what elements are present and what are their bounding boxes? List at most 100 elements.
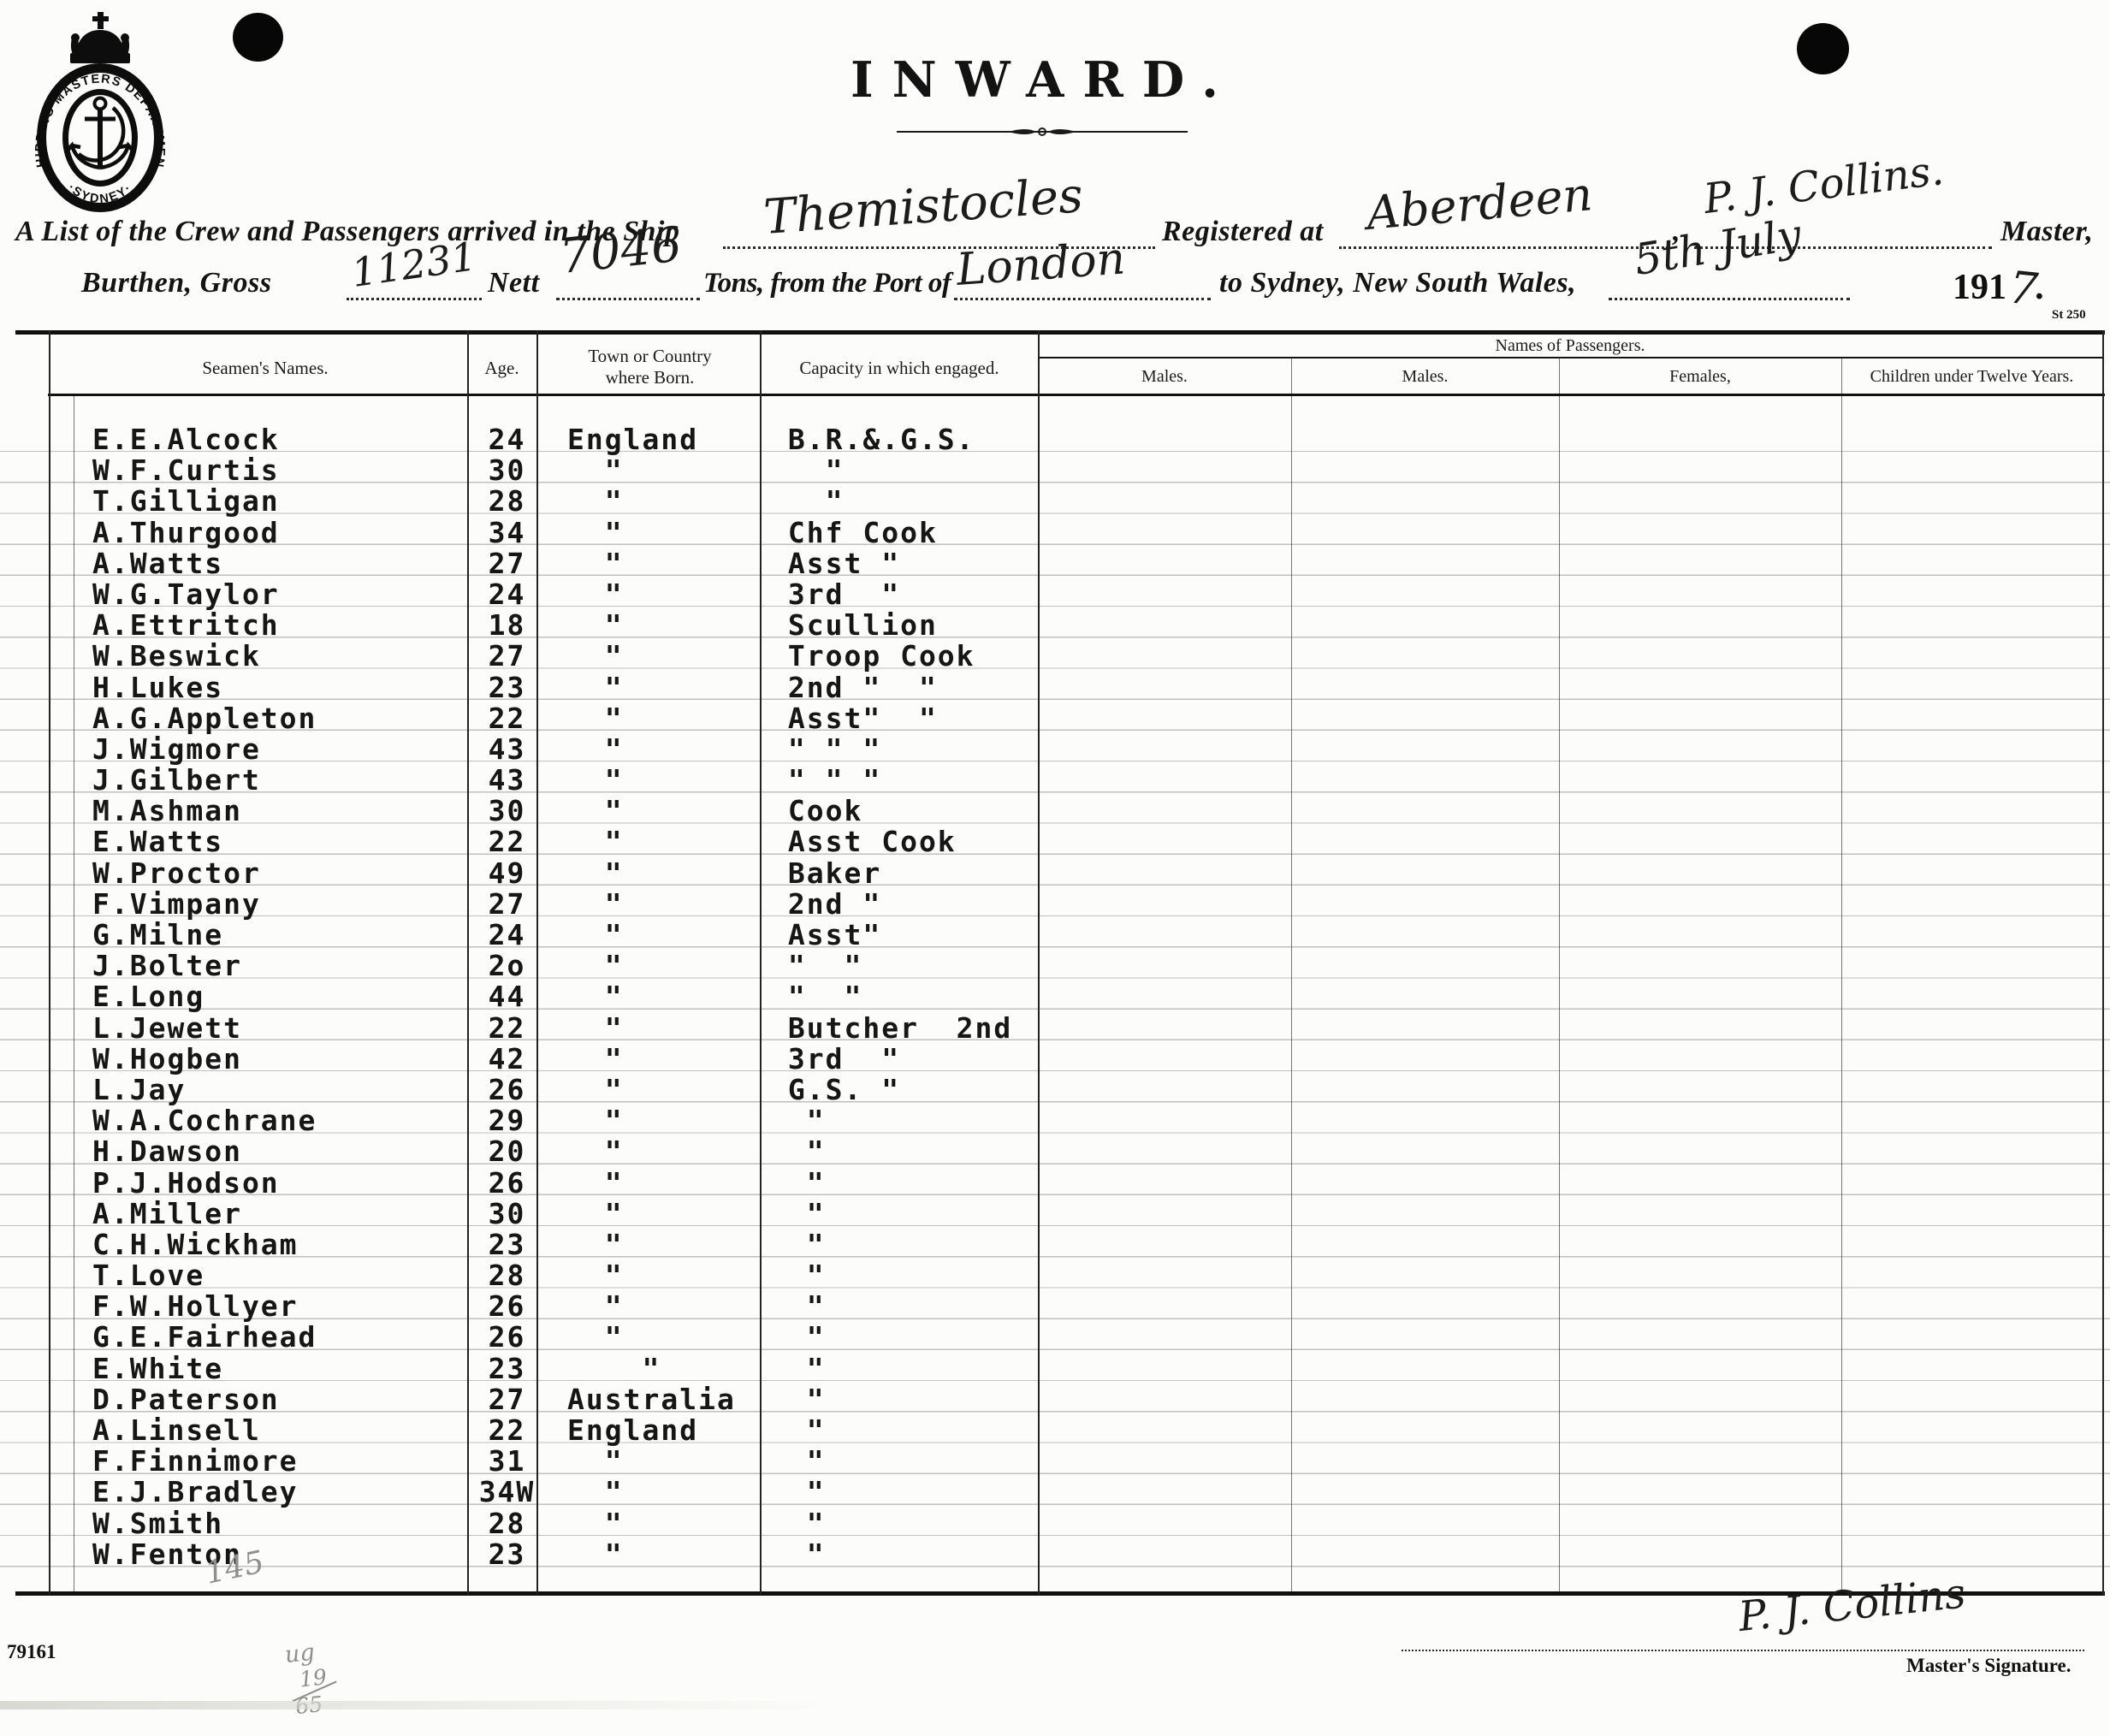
seaman-age: 30 <box>488 1196 526 1230</box>
seaman-capacity: " <box>769 1104 826 1138</box>
seaman-name: E.E.Alcock <box>92 423 280 456</box>
crew-row: L.Jewett 22 " Butcher 2nd <box>0 1010 2110 1045</box>
seaman-name: F.Finnimore <box>92 1444 299 1478</box>
seaman-age: 44 <box>488 980 526 1014</box>
punch-hole-right <box>1797 23 1849 74</box>
seaman-name: W.F.Curtis <box>92 453 280 488</box>
crew-row: W.G.Taylor 24 " 3rd " <box>0 576 2110 611</box>
seaman-name: A.Linsell <box>92 1413 261 1447</box>
seaman-age: 23 <box>488 1227 526 1261</box>
seaman-capacity: " <box>769 1135 826 1169</box>
crew-row: W.Fenton 23 " " <box>0 1536 2110 1571</box>
year-group: 1917. <box>1953 258 2044 316</box>
seaman-born: " <box>567 1444 624 1478</box>
ship-name-rule <box>723 246 1155 249</box>
stamp-code: St 250 <box>2052 308 2086 322</box>
nett-label: Nett <box>488 267 540 299</box>
seaman-age: 42 <box>488 1041 526 1075</box>
seaman-born: " <box>567 453 624 488</box>
seaman-age: 43 <box>488 732 526 766</box>
seaman-name: A.Miller <box>92 1196 242 1230</box>
seaman-born: " <box>567 546 624 580</box>
burthen-gross-label: Burthen, Gross <box>81 267 272 299</box>
seaman-name: H.Dawson <box>92 1135 242 1169</box>
year-period: . <box>2035 268 2044 307</box>
header-males-1: Males. <box>1141 367 1188 386</box>
seaman-born: " <box>567 1351 661 1385</box>
seaman-capacity: Chf Cook <box>769 515 938 549</box>
seaman-name: C.H.Wickham <box>92 1227 299 1261</box>
seaman-age: 26 <box>488 1320 526 1354</box>
seaman-capacity: " <box>769 1382 826 1416</box>
seaman-born: " <box>567 886 624 921</box>
header-capacity: Capacity in which engaged. <box>799 358 999 378</box>
crew-row: W.F.Curtis 30 " " <box>0 452 2110 487</box>
seaman-age: 2o <box>488 949 526 983</box>
crew-row: E.J.Bradley 34W " " <box>0 1473 2110 1508</box>
seaman-name: W.G.Taylor <box>92 577 280 611</box>
seaman-born: " <box>567 1010 624 1045</box>
col-line-town-capacity <box>760 330 762 1595</box>
crew-row: G.Milne 24 " Asst" <box>0 916 2110 951</box>
col-line-age-town <box>536 330 538 1595</box>
year-hand-digit: 7 <box>2006 262 2041 317</box>
crew-row: A.G.Appleton 22 " Asst" " <box>0 700 2110 735</box>
master-name-value: P. J. Collins. <box>1701 146 1947 223</box>
seaman-name: A.Ettritch <box>92 608 280 643</box>
seaman-capacity: " <box>769 1351 826 1385</box>
registered-at-value: Aberdeen <box>1364 167 1595 240</box>
seaman-born: " <box>567 608 624 643</box>
seaman-capacity: " <box>769 1289 826 1324</box>
seaman-born: " <box>567 980 624 1014</box>
seaman-born: " <box>567 515 624 549</box>
crew-row: E.Watts 22 " Asst Cook <box>0 823 2110 858</box>
seaman-born: " <box>567 639 624 673</box>
seaman-born: " <box>567 1475 624 1509</box>
year-printed: 191 <box>1953 268 2006 307</box>
title-divider-ornament <box>897 127 1188 136</box>
crew-row: L.Jay 26 " G.S. " <box>0 1071 2110 1106</box>
seaman-name: W.A.Cochrane <box>92 1104 317 1138</box>
seaman-age: 28 <box>488 484 526 518</box>
crew-row: E.White 23 " " <box>0 1350 2110 1385</box>
signature-rule <box>1402 1650 2084 1651</box>
seaman-age: 27 <box>488 1382 526 1416</box>
seaman-born: " <box>567 1072 624 1106</box>
seaman-born: " <box>567 825 624 859</box>
crew-row: W.Proctor 49 " Baker <box>0 855 2110 890</box>
seaman-born: " <box>567 577 624 611</box>
seaman-born: " <box>567 1506 624 1540</box>
seaman-capacity: " <box>769 1165 826 1200</box>
seaman-name: E.J.Bradley <box>92 1475 299 1509</box>
seaman-born: " <box>567 1537 624 1571</box>
seaman-born: " <box>567 1227 624 1261</box>
seaman-capacity: " " <box>769 980 863 1014</box>
seaman-name: E.Watts <box>92 825 224 859</box>
seaman-age: 24 <box>488 918 526 951</box>
seaman-born: England <box>567 423 699 456</box>
crew-row: D.Paterson 27 Australia " <box>0 1381 2110 1416</box>
seaman-capacity: " <box>769 484 845 518</box>
nett-tons-value: 7046 <box>557 216 685 285</box>
seaman-born: " <box>567 732 624 766</box>
seaman-capacity: " <box>769 1413 826 1447</box>
seaman-born: " <box>567 763 624 797</box>
crew-row: H.Dawson 20 " " <box>0 1133 2110 1168</box>
col-line-males-males <box>1291 357 1292 1593</box>
seaman-age: 27 <box>488 546 526 580</box>
seaman-age: 49 <box>488 856 526 890</box>
seaman-born: " <box>567 1320 624 1354</box>
seaman-capacity: " " <box>769 949 863 983</box>
seaman-capacity: " <box>769 453 845 488</box>
col-line-names-age <box>467 330 469 1595</box>
crew-row: W.Smith 28 " " <box>0 1505 2110 1540</box>
seaman-name: E.Long <box>92 980 205 1014</box>
seaman-born: " <box>567 1289 624 1324</box>
seaman-name: E.White <box>92 1351 224 1385</box>
ship-name-value: Themistocles <box>762 168 1085 246</box>
table-top-border <box>15 330 2105 335</box>
col-line-females-children <box>1841 357 1842 1593</box>
seaman-name: A.Thurgood <box>92 515 280 549</box>
crew-row: A.Thurgood 34 " Chf Cook <box>0 514 2110 549</box>
seaman-age: 22 <box>488 701 526 735</box>
